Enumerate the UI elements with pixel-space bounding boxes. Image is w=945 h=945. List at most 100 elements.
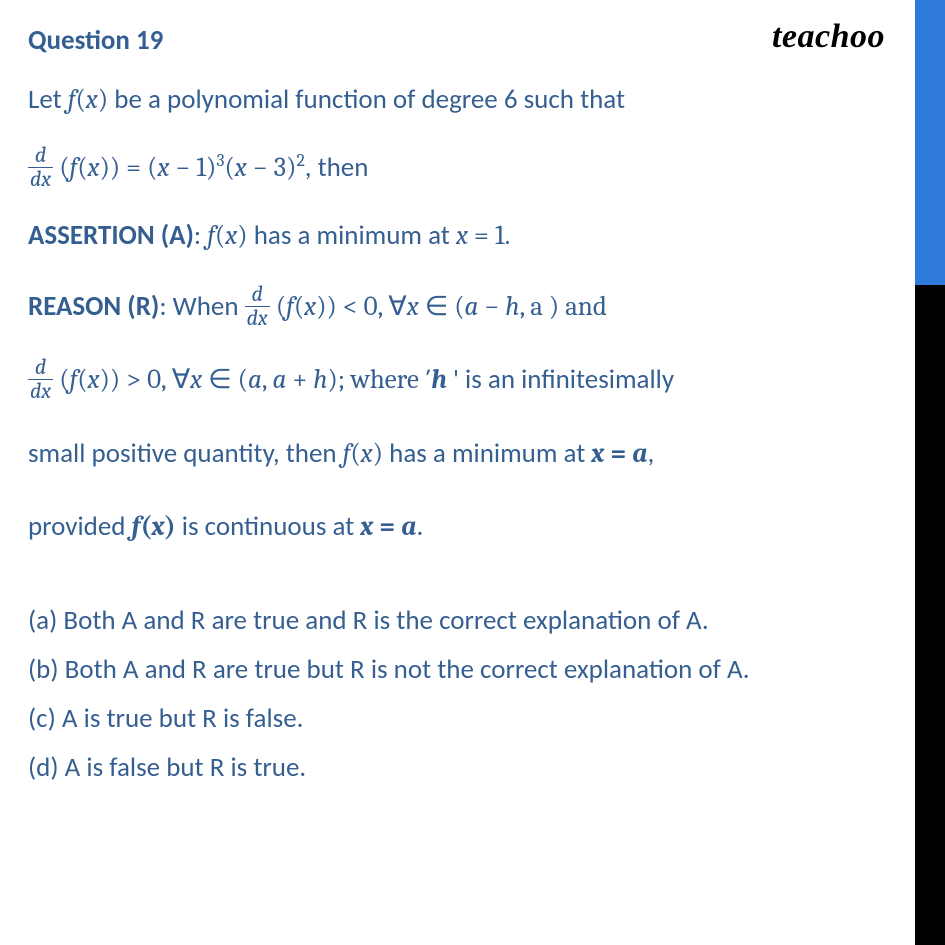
- a-fx-f: f: [207, 220, 215, 251]
- r5-a: a: [401, 511, 416, 542]
- deriv-x: x: [88, 152, 100, 183]
- sidebar-black-stripe: [915, 285, 945, 945]
- r-pl: +: [286, 364, 313, 395]
- r-xa-eq: =: [604, 438, 632, 469]
- t2-minus: − 3): [247, 152, 297, 183]
- r3-x: x: [361, 438, 373, 469]
- t1-minus: − 1): [169, 152, 216, 183]
- t2-x: x: [235, 152, 247, 183]
- r-mh: −: [478, 291, 505, 322]
- a-text: has a minimum at: [248, 219, 456, 252]
- r1-paren: (: [294, 291, 304, 322]
- r-in: ∈ (: [419, 291, 465, 322]
- frac-num: d: [28, 144, 53, 167]
- r-in2: ∈ (: [202, 364, 248, 395]
- deriv-paren: (: [77, 152, 87, 183]
- rf1d: dx: [245, 306, 270, 330]
- r-h: h: [505, 291, 519, 322]
- r-frac-1: ddx: [245, 283, 270, 330]
- frac-den: dx: [28, 167, 53, 191]
- r5-eq: =: [373, 511, 401, 542]
- rf2n: d: [28, 356, 53, 379]
- r-c2: ,: [648, 437, 655, 470]
- intro-post: be a polynomial function of degree 6 suc…: [108, 83, 625, 116]
- a-eq: = 1.: [468, 220, 510, 251]
- r1-f: f: [286, 291, 294, 322]
- reason-label: REASON (R): [28, 290, 159, 323]
- rf1n: d: [245, 283, 270, 306]
- r5-x: x: [360, 511, 373, 542]
- brand-logo: teachoo: [772, 18, 885, 56]
- r4-f: f: [132, 511, 141, 542]
- rf2d: dx: [28, 379, 53, 403]
- r-ap: a: [273, 364, 287, 395]
- r-gt: > 0, ∀: [120, 364, 190, 395]
- r1-open: (: [276, 291, 286, 322]
- then: , then: [305, 151, 369, 184]
- reason-line-2: ddx (f(x)) > 0, ∀x ∈ (a, a + h); where ′…: [28, 352, 871, 407]
- deriv-close: )): [100, 152, 121, 183]
- assertion-colon: :: [194, 219, 207, 252]
- r1-close: )): [316, 291, 337, 322]
- r-h2: h: [313, 364, 327, 395]
- r2-open: (: [59, 364, 69, 395]
- r-lt: < 0, ∀: [337, 291, 407, 322]
- r4-c: ): [165, 511, 176, 542]
- options-block: (a) Both A and R are true and R is the c…: [28, 604, 871, 784]
- r-cont: small positive quantity, then: [28, 437, 343, 470]
- a-fx-x: x: [225, 220, 237, 251]
- a-fx-close: ): [237, 220, 247, 251]
- intro-line: Let f(x) be a polynomial function of deg…: [28, 75, 871, 125]
- reason-line-3: small positive quantity, then f(x) has a…: [28, 426, 871, 481]
- option-a: (a) Both A and R are true and R is the c…: [28, 604, 871, 637]
- assertion-line: ASSERTION (A): f(x) has a minimum at x =…: [28, 211, 871, 261]
- fx-open: (: [75, 84, 85, 115]
- r-prov: provided: [28, 510, 132, 543]
- assertion-label: ASSERTION (A): [28, 219, 194, 252]
- fx-close: ): [98, 84, 108, 115]
- question-title: Question 19: [28, 24, 871, 57]
- t2-open: (: [224, 152, 234, 183]
- t2-exp: 2: [296, 151, 304, 171]
- r-ac: , a ) and: [520, 291, 607, 322]
- a-eq-x: x: [456, 220, 468, 251]
- r-fx1: x: [407, 291, 419, 322]
- option-c: (c) A is true but R is false.: [28, 702, 871, 735]
- r-frac-2: ddx: [28, 356, 53, 403]
- r-a: a: [465, 291, 479, 322]
- d-dx-fraction: d dx: [28, 144, 53, 191]
- r-q: ' is an infinitesimally: [447, 363, 674, 396]
- r2-x: x: [88, 364, 100, 395]
- r-per: .: [416, 510, 423, 543]
- r-fx2: x: [190, 364, 202, 395]
- reason-line-4: provided f(x) is continuous at x = a.: [28, 499, 871, 554]
- r3-c: ): [373, 438, 383, 469]
- r-xa-a: a: [632, 438, 647, 469]
- intro-pre: Let: [28, 83, 68, 116]
- r-cat: is continuous at: [176, 510, 361, 543]
- r-a2: a: [248, 364, 262, 395]
- derivative-line: d dx (f(x)) = (x − 1)3(x − 3)2, then: [28, 143, 871, 193]
- a-fx-open: (: [215, 220, 225, 251]
- sidebar-blue-stripe: [915, 0, 945, 285]
- r-c: ,: [262, 364, 273, 395]
- equals: = (: [120, 152, 157, 183]
- question-content: Question 19 Let f(x) be a polynomial fun…: [0, 0, 905, 824]
- r1-x: x: [304, 291, 316, 322]
- r-min: has a minimum at: [383, 437, 591, 470]
- option-b: (b) Both A and R are true but R is not t…: [28, 653, 871, 686]
- reason-line-1: REASON (R): When ddx (f(x)) < 0, ∀x ∈ (a…: [28, 279, 871, 334]
- r2-close: )): [100, 364, 121, 395]
- r4-o: (: [141, 511, 152, 542]
- r-when: : When: [159, 290, 244, 323]
- r2-paren: (: [77, 364, 87, 395]
- r3-o: (: [350, 438, 360, 469]
- r4-x: x: [152, 511, 165, 542]
- r-cl2: ); where: [328, 364, 425, 395]
- option-d: (d) A is false but R is true.: [28, 751, 871, 784]
- t1-x: x: [157, 152, 169, 183]
- r-xa-x: x: [591, 438, 604, 469]
- r-hb: h: [431, 364, 447, 395]
- fx-x: x: [86, 84, 98, 115]
- deriv-open: (: [59, 152, 69, 183]
